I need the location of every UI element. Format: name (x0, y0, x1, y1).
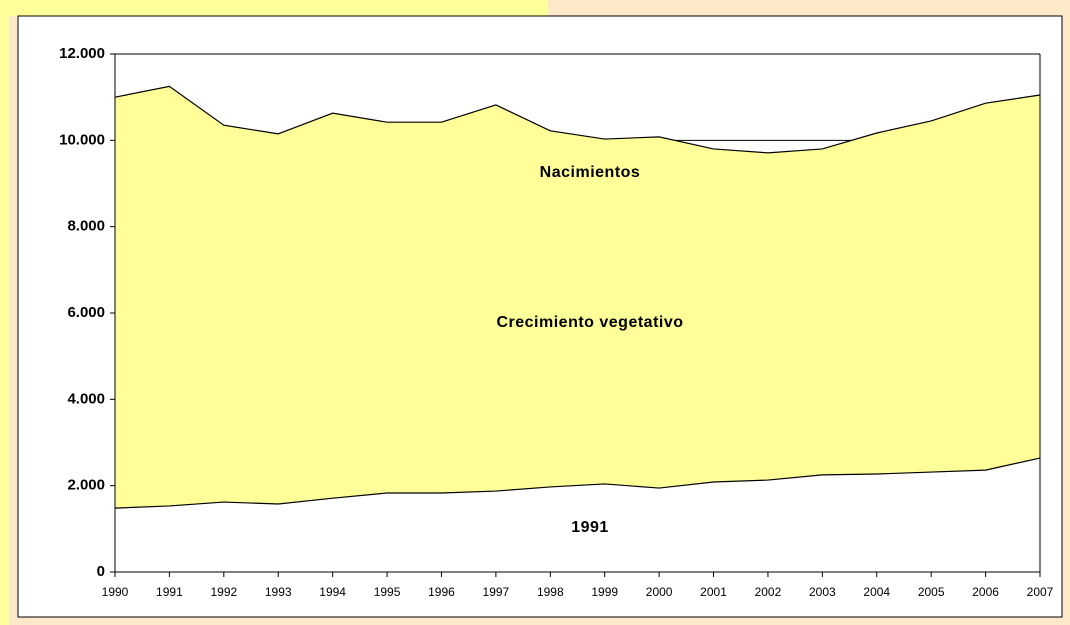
x-tick-label: 2007 (1027, 585, 1054, 599)
x-tick-label: 1991 (156, 585, 183, 599)
line (114, 85, 1041, 154)
annotation: Nacimientos (540, 164, 641, 181)
area (115, 458, 1040, 572)
area (115, 86, 1040, 572)
x-tick-label: 1990 (102, 585, 129, 599)
annotation: 1991 (571, 519, 609, 536)
x-tick-label: 2004 (863, 585, 890, 599)
x-tick-label: 2005 (918, 585, 945, 599)
x-tick-label: 1994 (319, 585, 346, 599)
y-tick-label: 6.000 (67, 304, 105, 321)
y-tick-label: 4.000 (67, 390, 105, 407)
y-tick-label: 0 (97, 563, 105, 580)
x-tick-label: 1993 (265, 585, 292, 599)
y-tick-label: 2.000 (67, 477, 105, 494)
y-tick-label: 8.000 (67, 218, 105, 235)
line (114, 457, 1041, 509)
x-tick-label: 1999 (591, 585, 618, 599)
x-tick-label: 1997 (483, 585, 510, 599)
annotation: Crecimiento vegetativo (496, 314, 683, 331)
x-tick-label: 1996 (428, 585, 455, 599)
side-strip (0, 0, 9, 625)
x-tick-label: 2006 (972, 585, 999, 599)
x-tick-label: 1998 (537, 585, 564, 599)
x-tick-label: 1995 (374, 585, 401, 599)
x-tick-label: 2001 (700, 585, 727, 599)
x-tick-label: 2003 (809, 585, 836, 599)
y-tick-label: 10.000 (59, 131, 105, 148)
x-tick-label: 2002 (755, 585, 782, 599)
header-strip (0, 0, 548, 16)
x-tick-label: 1992 (210, 585, 237, 599)
y-tick-label: 12.000 (59, 45, 105, 62)
x-tick-label: 2000 (646, 585, 673, 599)
